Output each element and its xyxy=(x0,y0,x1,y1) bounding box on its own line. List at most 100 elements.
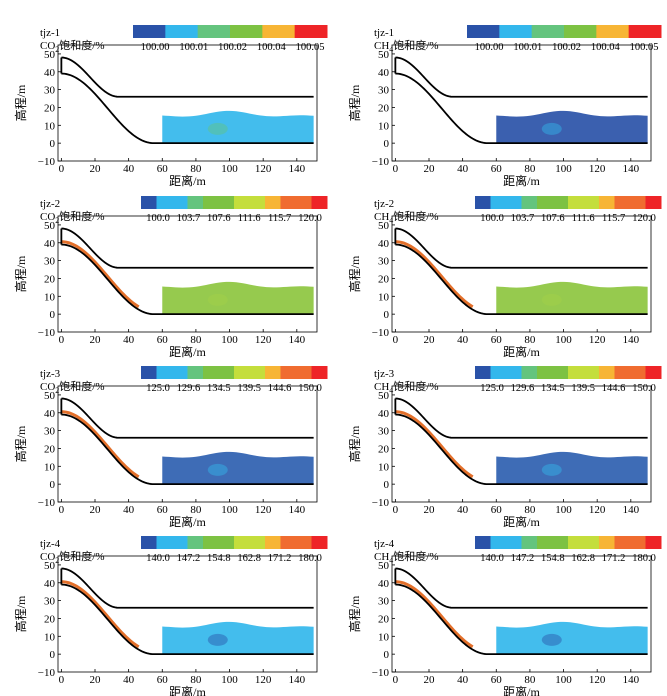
x-axis-label: 距离/m xyxy=(169,173,206,188)
colorbar-segment xyxy=(596,25,630,38)
colorbar-tick-label: 150.0 xyxy=(298,383,322,394)
saturation-patch xyxy=(207,633,228,646)
colorbar-segment xyxy=(599,536,615,549)
colorbar-segment xyxy=(249,366,266,379)
case-label: tjz-1 xyxy=(40,27,60,39)
colorbar-segment xyxy=(265,366,281,379)
x-tick-label: 20 xyxy=(424,163,436,175)
colorbar-segment xyxy=(475,366,491,379)
y-tick-label: 50 xyxy=(378,390,390,402)
slope-band xyxy=(395,398,497,485)
x-tick-label: 120 xyxy=(255,674,272,686)
colorbar-segment xyxy=(249,196,266,209)
colorbar-tick-label: 144.6 xyxy=(268,383,292,394)
colorbar-tick-label: 129.6 xyxy=(177,383,201,394)
colorbar-segment xyxy=(521,536,538,549)
saturation-field xyxy=(452,451,648,485)
colorbar-segment xyxy=(296,366,312,379)
x-tick-label: 120 xyxy=(589,163,606,175)
slope-band xyxy=(395,57,497,144)
x-axis-label: 距离/m xyxy=(503,684,540,696)
saturation-patch xyxy=(541,463,562,476)
slope-band xyxy=(61,57,163,144)
outer-boundary xyxy=(61,397,314,439)
outer-boundary xyxy=(61,56,314,98)
x-tick-label: 100 xyxy=(221,334,238,346)
y-tick-label: 20 xyxy=(44,273,56,285)
x-axis-label: 距离/m xyxy=(503,514,540,529)
colorbar-segment xyxy=(203,536,219,549)
x-axis-label: 距离/m xyxy=(169,514,206,529)
x-axis-label: 距离/m xyxy=(503,173,540,188)
colorbar-segment xyxy=(265,196,281,209)
x-tick-label: 80 xyxy=(524,504,536,516)
x-tick-label: 20 xyxy=(424,674,436,686)
saturation-patch xyxy=(207,463,228,476)
outer-boundary xyxy=(395,567,648,609)
colorbar-segment xyxy=(599,196,615,209)
x-tick-label: 0 xyxy=(59,334,65,346)
colorbar-tick-label: 100.05 xyxy=(630,42,659,53)
y-tick-label: 20 xyxy=(44,613,56,625)
colorbar-segment xyxy=(218,536,235,549)
saturation-patch xyxy=(541,633,562,646)
x-tick-label: 60 xyxy=(491,334,503,346)
case-label: tjz-4 xyxy=(374,538,395,550)
y-tick-label: 40 xyxy=(378,578,390,590)
colorbar-segment xyxy=(475,196,491,209)
x-tick-label: 120 xyxy=(255,504,272,516)
y-axis-label: 高程/m xyxy=(347,425,362,462)
y-tick-label: 50 xyxy=(44,49,56,61)
y-axis-label: 高程/m xyxy=(13,595,28,632)
colorbar-segment xyxy=(165,25,199,38)
y-tick-label: 40 xyxy=(378,67,390,79)
x-tick-label: 100 xyxy=(221,674,238,686)
rim-band xyxy=(61,410,140,479)
y-tick-label: 40 xyxy=(44,578,56,590)
y-tick-label: 40 xyxy=(378,238,390,250)
colorbar-segment xyxy=(583,536,600,549)
colorbar-segment xyxy=(296,536,312,549)
colorbar-tick-label: 103.7 xyxy=(511,213,535,224)
y-tick-label: 40 xyxy=(44,238,56,250)
colorbar-segment xyxy=(475,536,491,549)
x-tick-label: 20 xyxy=(424,504,436,516)
y-tick-label: −10 xyxy=(372,156,390,168)
inner-boundary xyxy=(61,72,314,145)
colorbar-segment xyxy=(583,366,600,379)
x-tick-label: 140 xyxy=(623,674,640,686)
y-tick-label: −10 xyxy=(38,497,56,509)
colorbar-tick-label: 100.05 xyxy=(296,42,325,53)
colorbar-segment xyxy=(234,366,250,379)
colorbar-segment xyxy=(599,366,615,379)
inner-boundary xyxy=(61,243,314,316)
axes-frame xyxy=(57,555,318,673)
axes-frame xyxy=(391,44,652,162)
saturation-field xyxy=(118,110,314,144)
y-tick-label: 30 xyxy=(378,85,390,97)
y-tick-label: 10 xyxy=(378,631,390,643)
y-tick-label: 30 xyxy=(378,256,390,268)
colorbar-segment xyxy=(506,196,522,209)
colorbar-tick-label: 147.2 xyxy=(511,553,535,564)
colorbar-tick-label: 100.01 xyxy=(513,42,542,53)
colorbar-tick-label: 125.0 xyxy=(146,383,170,394)
x-tick-label: 120 xyxy=(589,504,606,516)
inner-boundary xyxy=(395,583,648,656)
x-tick-label: 0 xyxy=(59,504,65,516)
colorbar-segment xyxy=(552,196,569,209)
colorbar-tick-label: 180.0 xyxy=(632,553,656,564)
x-tick-label: 100 xyxy=(221,504,238,516)
y-tick-label: 30 xyxy=(44,85,56,97)
y-axis-label: 高程/m xyxy=(13,84,28,121)
case-label: tjz-2 xyxy=(374,198,394,210)
colorbar-segment xyxy=(630,536,646,549)
x-tick-label: 80 xyxy=(524,334,536,346)
saturation-field xyxy=(118,621,314,655)
x-tick-label: 80 xyxy=(190,504,202,516)
colorbar-segment xyxy=(296,196,312,209)
y-tick-label: 50 xyxy=(378,560,390,572)
y-tick-label: 0 xyxy=(384,138,390,150)
colorbar-segment xyxy=(614,536,631,549)
colorbar-tick-label: 171.2 xyxy=(602,553,626,564)
